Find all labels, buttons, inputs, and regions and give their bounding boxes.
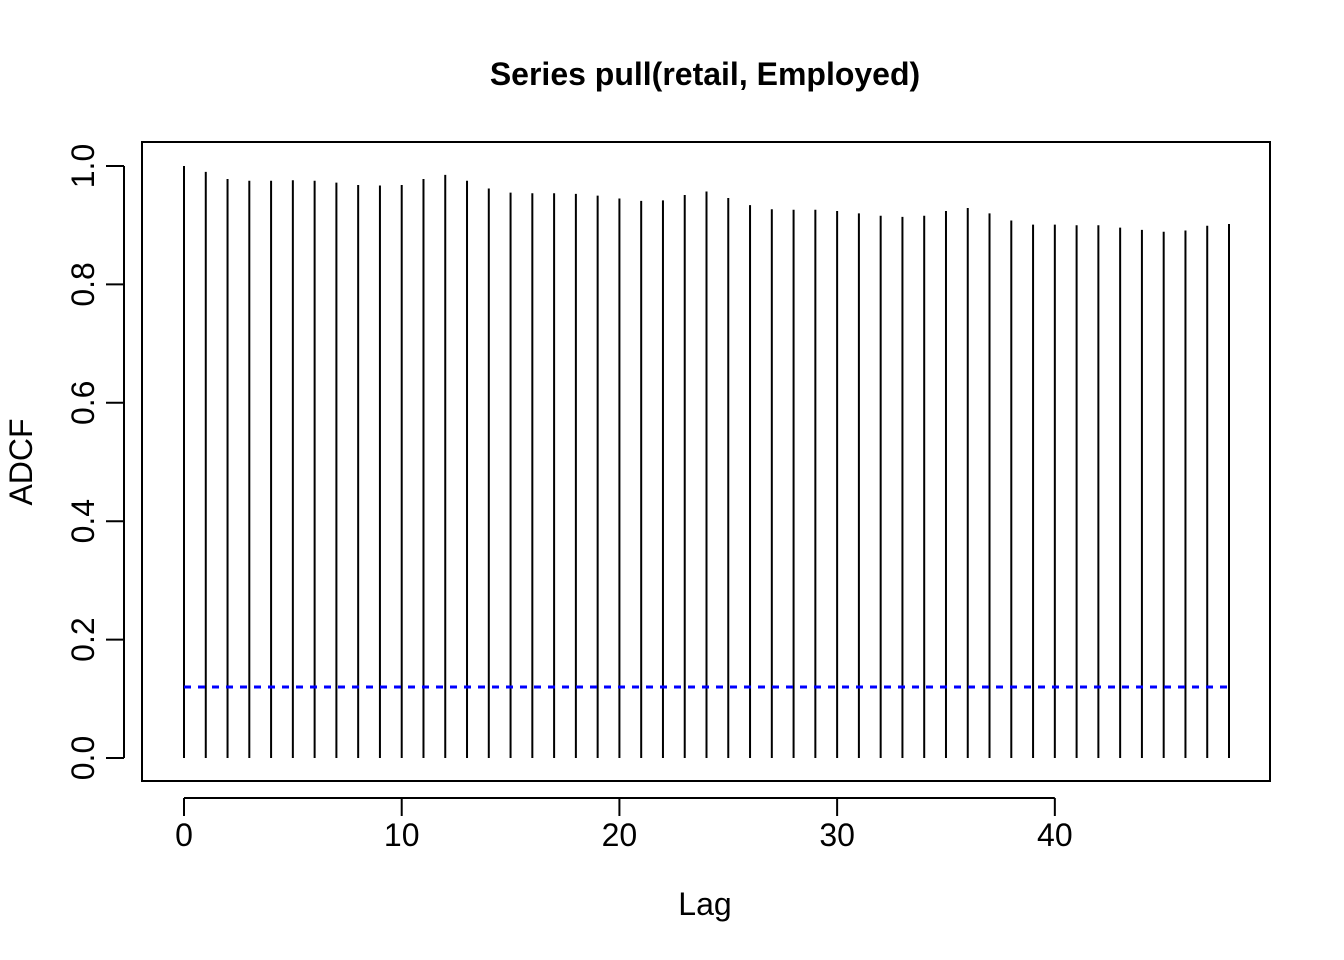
x-tick-label: 0	[175, 817, 193, 853]
y-tick-label: 0.2	[65, 617, 101, 661]
chart-title: Series pull(retail, Employed)	[490, 56, 920, 92]
y-axis: 0.0 0.2 0.4 0.6 0.8 1.0	[65, 144, 125, 780]
x-tick-label: 10	[384, 817, 420, 853]
y-axis-label: ADCF	[3, 418, 39, 505]
x-tick-label: 20	[602, 817, 638, 853]
y-tick-label: 1.0	[65, 144, 101, 188]
x-axis: 0 10 20 30 40	[175, 797, 1073, 853]
x-tick-label: 40	[1037, 817, 1073, 853]
y-tick-label: 0.6	[65, 381, 101, 425]
y-tick-label: 0.4	[65, 499, 101, 543]
x-tick-label: 30	[819, 817, 855, 853]
bars-group	[183, 166, 1230, 758]
plot-frame	[141, 141, 1271, 782]
y-tick-label: 0.8	[65, 262, 101, 306]
y-tick-label: 0.0	[65, 736, 101, 780]
x-axis-label: Lag	[678, 886, 731, 922]
